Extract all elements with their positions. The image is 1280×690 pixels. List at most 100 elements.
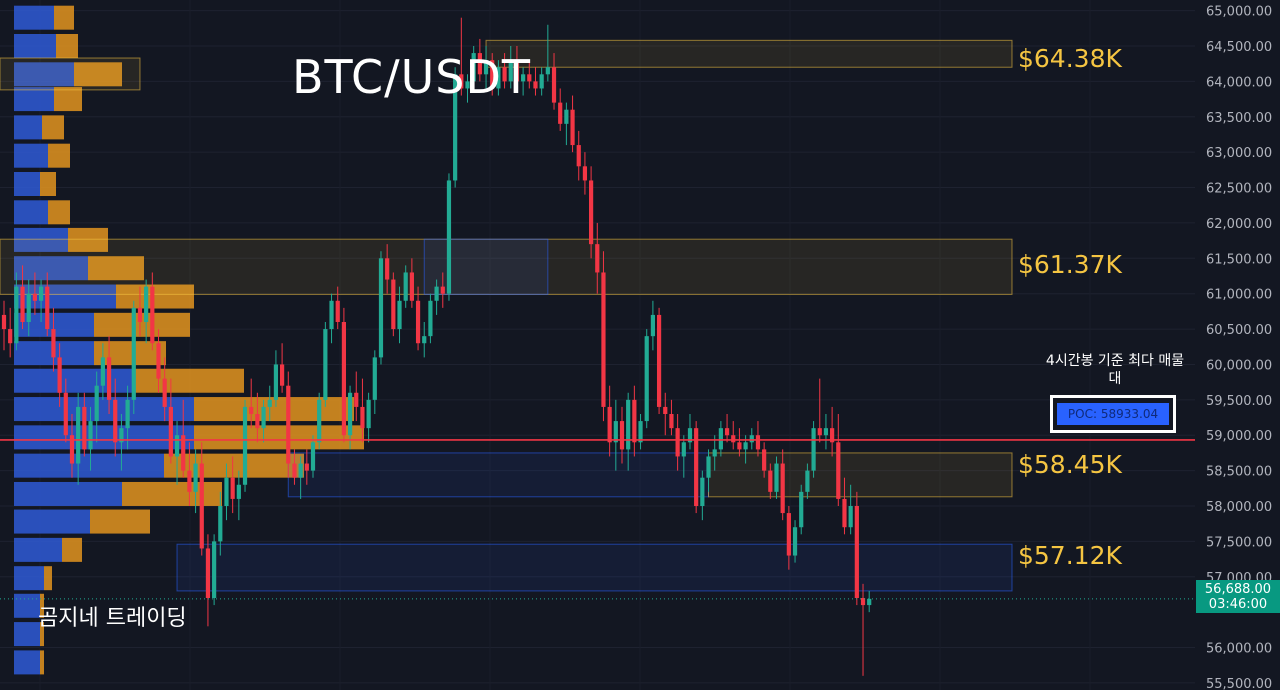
- profile-sell-bar: [40, 172, 56, 196]
- candle-body: [749, 435, 754, 443]
- candle-body: [366, 399, 371, 429]
- candle-body: [409, 272, 414, 301]
- candle-body: [848, 506, 853, 528]
- candle-body: [589, 180, 594, 245]
- candle-body: [669, 414, 674, 429]
- profile-buy-bar: [14, 172, 40, 196]
- profile-sell-bar: [42, 115, 64, 140]
- profile-sell-bar: [90, 509, 150, 534]
- candle-body: [650, 314, 655, 337]
- profile-sell-bar: [116, 284, 194, 309]
- level-label-61k: $61.37K: [1018, 250, 1122, 279]
- candle-body: [521, 74, 526, 82]
- profile-buy-bar: [14, 34, 56, 58]
- candle-body: [415, 300, 421, 344]
- y-tick-label: 60,000.00: [1206, 358, 1272, 373]
- zone-support: [423, 238, 549, 295]
- candle-body: [428, 300, 433, 337]
- profile-buy-bar: [14, 227, 68, 252]
- candle-body: [471, 53, 476, 82]
- profile-buy-bar: [14, 284, 116, 309]
- candle-body: [422, 336, 427, 344]
- candle-body: [14, 286, 19, 344]
- candle-body: [483, 60, 489, 75]
- candle-body: [576, 145, 581, 167]
- candle-body: [663, 406, 668, 414]
- candle-body: [119, 428, 124, 443]
- candle-body: [792, 527, 798, 556]
- poc-label: POC: 58933.04: [1057, 403, 1169, 425]
- candle-body: [224, 477, 229, 506]
- profile-buy-bar: [14, 87, 54, 112]
- candle-body: [280, 364, 285, 386]
- profile-buy-bar: [14, 650, 40, 675]
- profile-buy-bar: [14, 481, 122, 506]
- y-tick-label: 58,000.00: [1206, 500, 1272, 515]
- candle-body: [168, 406, 173, 457]
- candle-body: [638, 421, 643, 443]
- zone-resistance: [485, 39, 1013, 68]
- candle-body: [465, 81, 470, 89]
- candle-body: [57, 357, 62, 393]
- profile-sell-bar: [56, 34, 78, 58]
- candle-body: [292, 463, 297, 478]
- level-label-64k: $64.38K: [1018, 44, 1122, 73]
- candle-body: [261, 406, 266, 429]
- candle-body: [830, 428, 835, 443]
- candle-body: [100, 357, 105, 386]
- profile-buy-bar: [14, 622, 40, 647]
- candle-body: [174, 435, 180, 457]
- zone-support: [176, 543, 1013, 592]
- y-tick-label: 57,500.00: [1206, 535, 1272, 550]
- candle-body: [644, 336, 649, 422]
- candle-body: [774, 463, 779, 492]
- candle-body: [459, 74, 464, 89]
- candle-body: [687, 428, 693, 443]
- profile-sell-bar: [134, 368, 244, 393]
- candle-body: [805, 470, 810, 492]
- candle-body: [453, 74, 458, 181]
- profile-buy-bar: [14, 143, 48, 168]
- candle-body: [718, 428, 723, 450]
- profile-sell-bar: [194, 425, 364, 450]
- profile-sell-bar: [54, 5, 74, 30]
- candle-body: [131, 307, 136, 400]
- candle-body: [823, 428, 829, 436]
- candle-body: [323, 329, 328, 400]
- candle-body: [94, 385, 99, 422]
- profile-sell-bar: [94, 341, 166, 366]
- candle-body: [51, 329, 56, 358]
- profile-buy-bar: [14, 256, 88, 281]
- profile-sell-bar: [68, 227, 108, 252]
- candle-body: [113, 399, 118, 443]
- candle-layer: [1, 17, 872, 676]
- candle-body: [619, 421, 625, 450]
- y-tick-label: 56,000.00: [1206, 642, 1272, 657]
- candle-body: [403, 272, 408, 301]
- y-tick-label: 55,500.00: [1206, 677, 1272, 690]
- candle-body: [811, 428, 816, 471]
- y-tick-label: 58,500.00: [1206, 465, 1272, 480]
- candle-body: [737, 442, 742, 450]
- candle-body: [150, 286, 155, 344]
- profile-sell-bar: [48, 200, 70, 225]
- candle-body: [867, 598, 872, 606]
- volume-profile: [14, 5, 364, 675]
- candle-body: [267, 399, 272, 407]
- candle-body: [675, 428, 680, 457]
- candle-body: [187, 470, 192, 492]
- candle-body: [125, 399, 130, 429]
- candle-body: [8, 329, 13, 344]
- candle-body: [249, 406, 254, 414]
- candle-body: [706, 456, 711, 478]
- candle-body: [156, 343, 161, 379]
- y-tick-label: 59,500.00: [1206, 394, 1272, 409]
- candle-body: [76, 406, 81, 464]
- candle-body: [570, 109, 575, 146]
- candle-body: [273, 364, 279, 400]
- zone-support: [287, 452, 710, 498]
- candle-body: [527, 74, 532, 82]
- countdown-timer: 03:46:00: [1208, 597, 1268, 612]
- candle-body: [298, 463, 303, 478]
